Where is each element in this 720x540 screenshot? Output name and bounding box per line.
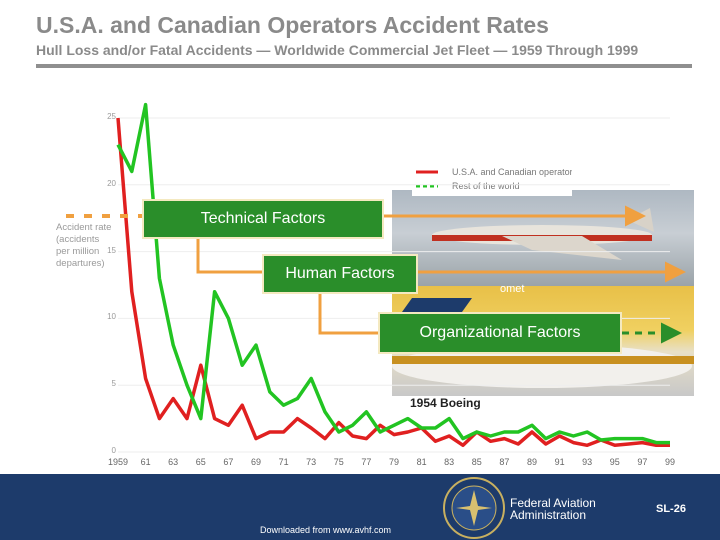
x-tick-label: 83 [444,457,455,467]
x-tick-label: 97 [637,457,648,467]
faa-name: Federal Aviation Administration [510,496,596,522]
series-line-1 [116,102,670,445]
x-tick-label: 91 [554,457,565,467]
y-tick-label: 20 [107,178,116,188]
human-factors-box: Human Factors [262,254,418,294]
accident-rate-chart [116,102,670,453]
faa-seal-logo [443,477,505,539]
title-rule [36,64,692,68]
y-tick-label: 25 [107,112,116,121]
photo-caption-boeing: 1954 Boeing [410,396,481,410]
x-tick-label: 99 [664,457,675,467]
x-tick-label: 81 [416,457,427,467]
y-tick-label: 10 [107,312,116,322]
footer-bar [0,474,720,540]
legend-label-rest: Rest of the world [452,181,520,191]
slide-title: U.S.A. and Canadian Operators Accident R… [36,12,549,38]
slide-number: SL-26 [656,503,686,515]
x-tick-label: 65 [195,457,206,467]
x-tick-label: 93 [582,457,593,467]
chart-y-label: Accident rate (accidents per million dep… [56,222,112,269]
x-tick-label: 71 [278,457,289,467]
chart-legend: U.S.A. and Canadian operators Rest of th… [412,162,572,196]
x-tick-label: 61 [140,457,151,467]
x-tick-label: 89 [526,457,537,467]
factor-arrows [66,205,686,344]
x-tick-label: 67 [223,457,234,467]
707-illustration-icon [392,298,694,388]
x-tick-label: 79 [388,457,399,467]
x-tick-label: 69 [250,457,261,467]
organizational-factors-box: Organizational Factors [378,312,622,354]
y-tick-label: 15 [107,245,116,255]
x-tick-label: 63 [168,457,179,467]
y-tick-label: 5 [111,379,116,389]
download-note: Downloaded from www.avhf.com [260,525,392,535]
technical-factors-box: Technical Factors [142,199,384,239]
photo-caption-comet: omet [500,283,525,295]
slide-subtitle: Hull Loss and/or Fatal Accidents — World… [36,42,639,58]
y-tick-label: 0 [111,446,116,455]
x-tick-label: 77 [361,457,372,467]
series-line-0 [116,117,670,448]
x-tick-label: 85 [471,457,482,467]
x-tick-label: 1959 [108,457,129,467]
x-tick-label: 95 [609,457,620,467]
technical-to-human-connector [196,234,262,274]
legend-background [412,162,572,196]
human-to-organizational-connector [318,290,378,335]
x-tick-label: 87 [499,457,510,467]
x-tick-label: 75 [333,457,344,467]
x-tick-label: 73 [306,457,317,467]
legend-label-us: U.S.A. and Canadian operators [452,167,572,177]
